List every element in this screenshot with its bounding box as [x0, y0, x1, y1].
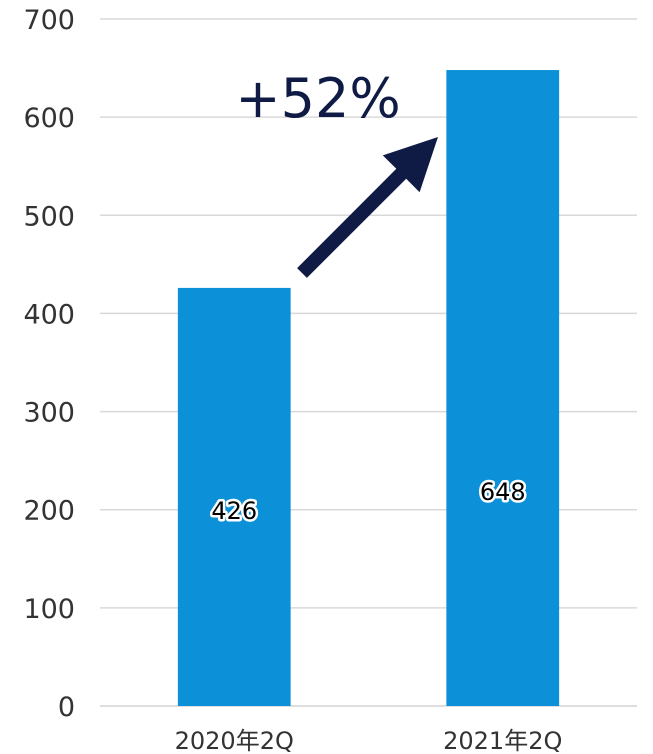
y-tick-label: 400 [23, 299, 75, 330]
bar [177, 287, 291, 706]
growth-annotation: +52% [235, 67, 438, 278]
data-label: 426 [211, 497, 257, 525]
growth-label: +52% [235, 67, 400, 130]
growth-arrow-icon [297, 137, 438, 278]
bar [446, 70, 560, 706]
y-tick-label: 300 [23, 398, 75, 429]
y-tick-label: 0 [58, 692, 75, 723]
y-axis-tick-labels: 0 100 200 300 400 500 600 700 [23, 5, 75, 723]
y-tick-label: 200 [23, 496, 75, 527]
y-tick-label: 500 [23, 201, 75, 232]
y-tick-label: 100 [23, 594, 75, 625]
data-labels: 426 648 [209, 476, 528, 528]
x-category-label: 2020年2Q [175, 727, 294, 754]
bars [177, 70, 560, 706]
x-axis-category-labels: 2020年2Q 2021年2Q [175, 727, 563, 754]
y-tick-label: 700 [23, 5, 75, 36]
y-tick-label: 600 [23, 103, 75, 134]
x-category-label: 2021年2Q [443, 727, 562, 754]
data-label: 648 [480, 478, 526, 506]
